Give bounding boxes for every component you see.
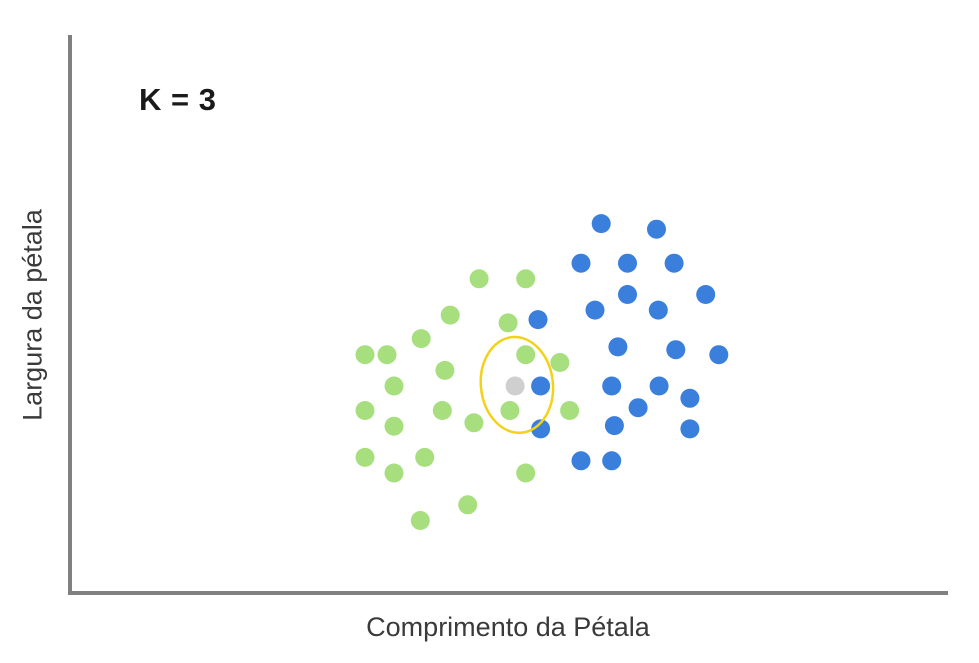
data-point-series-1-19 [531, 419, 551, 439]
data-point-series-1-11 [666, 340, 686, 360]
data-point-series-0-14 [500, 401, 520, 420]
data-point-series-1-6 [696, 285, 716, 304]
data-point-series-0-2 [440, 305, 460, 325]
data-point-series-1-14 [602, 376, 622, 396]
data-point-series-0-8 [384, 376, 404, 396]
data-point-series-0-3 [411, 329, 431, 349]
data-point-series-1-5 [618, 285, 637, 304]
data-point-series-0-20 [458, 495, 478, 515]
data-point-series-1-0 [591, 214, 611, 234]
data-point-series-2-0 [505, 376, 525, 396]
data-point-series-1-17 [628, 398, 648, 418]
data-point-series-0-10 [355, 401, 375, 420]
data-point-series-0-1 [516, 269, 536, 289]
data-point-series-0-4 [377, 345, 397, 365]
data-point-series-1-4 [664, 253, 684, 273]
data-point-series-1-2 [571, 253, 591, 273]
data-point-series-0-17 [384, 463, 404, 483]
data-point-series-0-22 [516, 345, 536, 365]
data-point-series-0-21 [410, 511, 430, 530]
data-point-series-0-16 [355, 447, 375, 467]
data-point-series-1-12 [709, 345, 729, 365]
data-point-series-1-9 [528, 310, 548, 330]
data-point-series-0-9 [550, 353, 570, 372]
neighbor-highlight-ring-0 [479, 335, 555, 435]
data-point-series-1-18 [604, 416, 624, 436]
x-axis-label: Comprimento da Pétala [366, 612, 650, 642]
data-point-series-1-7 [585, 300, 605, 320]
data-point-series-1-22 [602, 451, 622, 471]
data-point-series-1-8 [648, 300, 668, 320]
data-point-series-1-20 [680, 419, 700, 439]
data-point-series-0-18 [415, 447, 435, 467]
data-point-series-1-21 [571, 451, 591, 471]
data-point-series-1-16 [680, 388, 700, 408]
data-point-series-0-0 [469, 269, 489, 289]
data-point-series-1-13 [531, 376, 551, 396]
data-point-series-0-7 [435, 360, 455, 380]
y-axis-label: Largura da pétala [17, 209, 48, 421]
data-point-series-0-11 [384, 416, 404, 436]
data-point-series-1-1 [647, 219, 666, 239]
data-point-series-0-12 [432, 401, 452, 420]
data-point-series-0-19 [516, 463, 536, 483]
k-value-label: K = 3 [139, 82, 217, 117]
data-point-series-0-13 [464, 413, 484, 433]
data-point-series-1-15 [649, 376, 669, 396]
data-point-series-1-3 [618, 253, 637, 273]
data-point-series-0-15 [560, 401, 580, 420]
data-point-series-1-10 [608, 337, 628, 357]
data-point-series-0-5 [498, 313, 518, 333]
data-point-series-0-6 [355, 345, 375, 365]
